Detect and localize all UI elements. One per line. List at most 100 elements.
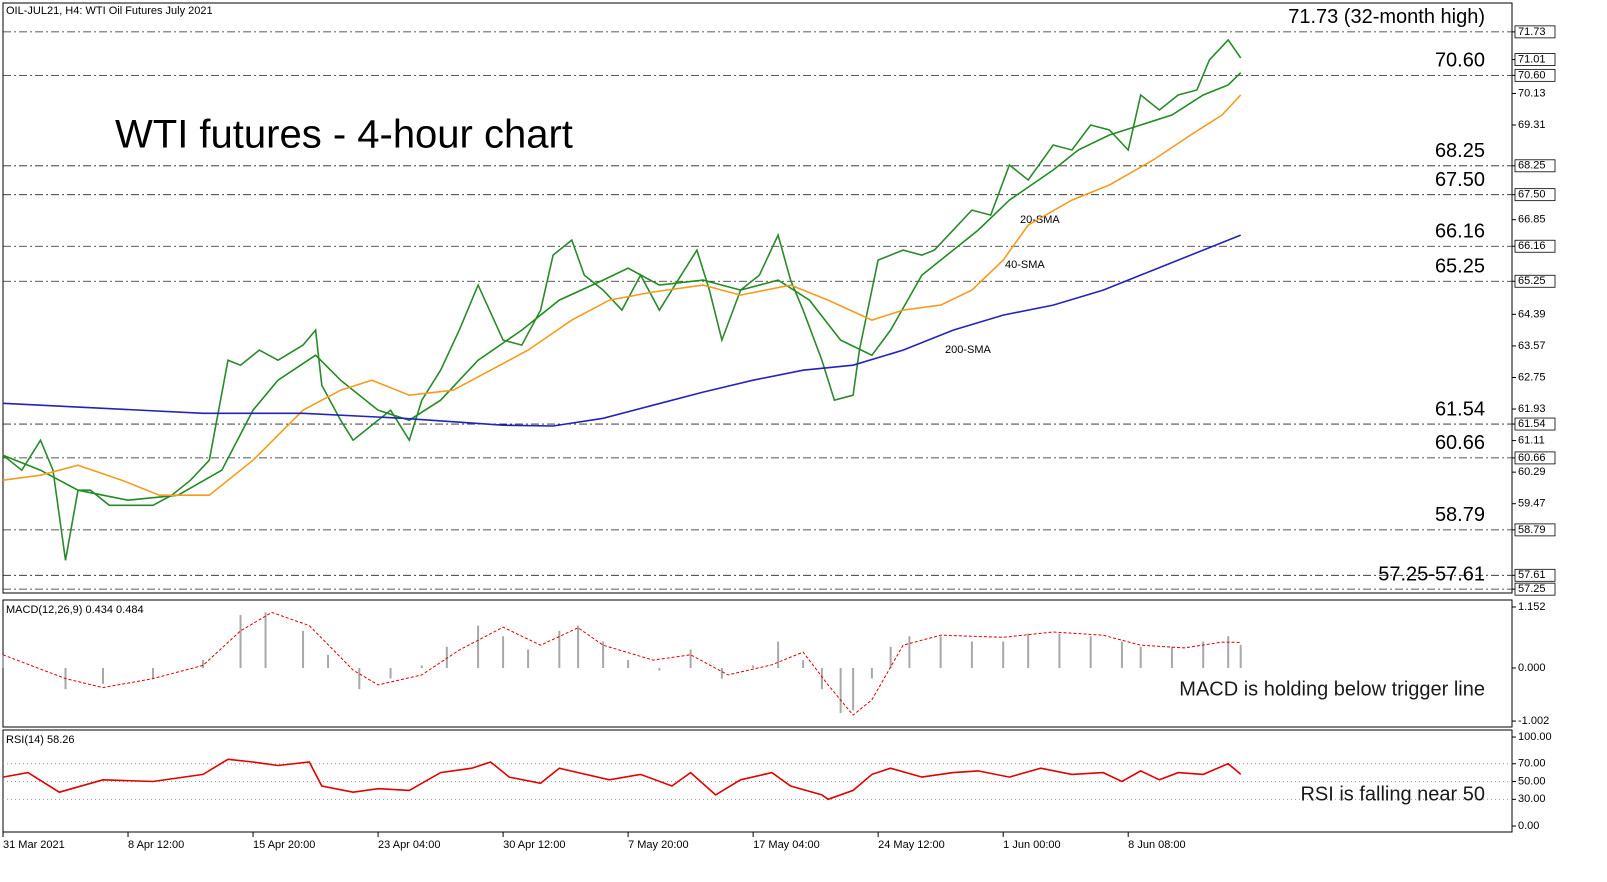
tick-highlight — [1514, 274, 1556, 288]
histogram-bar — [389, 668, 392, 679]
level-label: 61.54 — [1435, 398, 1485, 420]
panel-frame — [2, 729, 1513, 833]
histogram-bar — [689, 649, 692, 669]
histogram-bar — [1227, 636, 1230, 669]
histogram-bar — [720, 668, 723, 679]
histogram-bar — [152, 668, 155, 679]
tick-highlight — [1514, 239, 1556, 253]
histogram-bar — [302, 630, 305, 669]
histogram-bar — [239, 615, 242, 669]
series-label: 20-SMA — [1020, 214, 1060, 226]
tick-highlight — [1514, 53, 1556, 66]
y-tick-label: 71.01 — [1518, 53, 1546, 65]
histogram-bar — [358, 668, 361, 690]
y-tick-label: 57.61 — [1518, 569, 1546, 581]
series-line — [2, 234, 1241, 427]
y-tick-label: 63.57 — [1518, 340, 1546, 352]
x-tick-label: 8 Jun 08:00 — [1128, 839, 1186, 851]
histogram-bar — [820, 668, 823, 690]
tick-highlight — [1514, 451, 1556, 465]
x-tick-label: 15 Apr 20:00 — [253, 839, 315, 851]
histogram-bar — [802, 660, 805, 669]
histogram-bar — [527, 649, 530, 669]
histogram-bar — [327, 654, 330, 669]
y-tick-label: 61.93 — [1518, 403, 1546, 415]
x-tick-label: 1 Jun 00:00 — [1003, 839, 1061, 851]
y-tick-label: 71.73 — [1518, 26, 1546, 38]
y-tick-label: 59.47 — [1518, 498, 1546, 510]
series-line — [2, 72, 1242, 502]
y-tick-label: 30.00 — [1518, 793, 1546, 805]
histogram-bar — [1058, 633, 1061, 669]
histogram-bar — [1170, 646, 1173, 669]
y-tick-label: 66.85 — [1518, 214, 1546, 226]
histogram-bar — [658, 668, 661, 671]
histogram-bar — [627, 660, 630, 669]
histogram-bar — [420, 665, 423, 669]
tick-highlight — [1514, 568, 1556, 582]
level-label: 70.60 — [1435, 50, 1485, 72]
histogram-bar — [908, 636, 911, 669]
histogram-bar — [870, 668, 873, 679]
y-tick-label: 62.75 — [1518, 371, 1546, 383]
y-tick-label: 70.60 — [1518, 69, 1546, 81]
level-label: 65.25 — [1435, 256, 1485, 278]
histogram-bar — [102, 668, 105, 684]
y-tick-label: 60.29 — [1518, 466, 1546, 478]
histogram-bar — [477, 625, 480, 669]
tick-highlight — [1514, 159, 1556, 173]
tick-highlight — [1514, 25, 1556, 39]
histogram-bar — [1120, 641, 1123, 669]
x-tick-label: 23 Apr 04:00 — [378, 839, 440, 851]
level-label: 68.25 — [1435, 140, 1485, 162]
histogram-bar — [939, 636, 942, 669]
x-tick-label: 24 May 12:00 — [878, 839, 945, 851]
histogram-bar — [202, 660, 205, 669]
x-tick-label: 17 May 04:00 — [753, 839, 820, 851]
y-tick-label: 60.66 — [1518, 452, 1546, 464]
annotation: RSI is falling near 50 — [1300, 783, 1485, 805]
x-tick-label: 7 May 20:00 — [628, 839, 689, 851]
histogram-bar — [970, 641, 973, 669]
histogram-bar — [777, 641, 780, 669]
histogram-bar — [1002, 641, 1005, 669]
level-label: 66.16 — [1435, 221, 1485, 243]
series-line — [2, 611, 1241, 716]
y-tick-label: 70.00 — [1518, 758, 1546, 770]
tick-highlight — [1514, 417, 1556, 431]
x-tick-label: 8 Apr 12:00 — [128, 839, 184, 851]
level-label: 67.50 — [1435, 169, 1485, 191]
histogram-bar — [1202, 641, 1205, 669]
x-tick-label: 31 Mar 2021 — [3, 839, 65, 851]
histogram-bar — [2, 654, 4, 669]
histogram-bar — [558, 630, 561, 669]
histogram-bar — [1089, 636, 1092, 669]
panel-title: MACD(12,26,9) 0.434 0.484 — [6, 604, 144, 616]
histogram-bar — [577, 625, 580, 669]
annotation: MACD is holding below trigger line — [1179, 678, 1485, 700]
histogram-bar — [1139, 646, 1142, 669]
tick-highlight — [1514, 523, 1556, 537]
y-tick-label: 100.00 — [1518, 731, 1552, 743]
histogram-bar — [752, 665, 755, 669]
y-tick-label: 70.13 — [1518, 87, 1546, 99]
y-tick-label: 58.79 — [1518, 524, 1546, 536]
y-tick-label: 61.54 — [1518, 418, 1546, 430]
panel-title: RSI(14) 58.26 — [6, 734, 74, 746]
y-tick-label: 69.31 — [1518, 119, 1546, 131]
series-line — [2, 758, 1242, 801]
y-tick-label: 1.152 — [1518, 601, 1546, 613]
y-tick-label: 67.50 — [1518, 189, 1546, 201]
histogram-bar — [1239, 645, 1242, 669]
tick-highlight — [1514, 582, 1556, 596]
tick-highlight — [1514, 68, 1556, 82]
histogram-bar — [1027, 633, 1030, 669]
histogram-bar — [602, 641, 605, 669]
panel-frame — [2, 2, 1513, 594]
series-label: 40-SMA — [1005, 259, 1045, 271]
histogram-bar — [889, 646, 892, 669]
y-tick-label: 68.25 — [1518, 160, 1546, 172]
y-tick-label: 50.00 — [1518, 775, 1546, 787]
